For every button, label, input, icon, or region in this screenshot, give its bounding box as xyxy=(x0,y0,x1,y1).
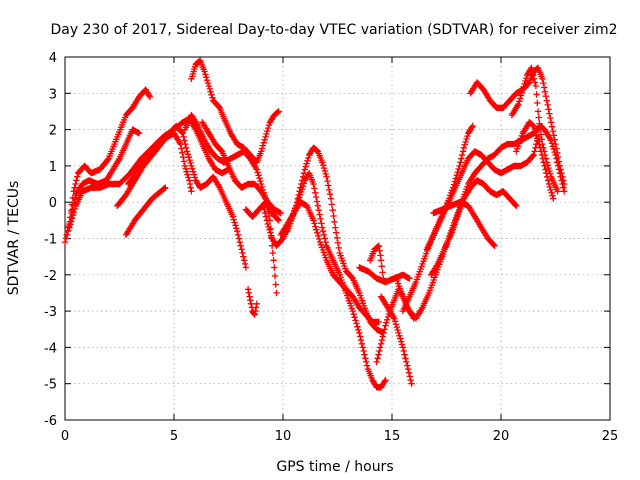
plus-markers xyxy=(277,199,383,326)
x-tick-label: 10 xyxy=(275,429,292,444)
y-tick-label: -6 xyxy=(44,414,57,429)
plus-markers xyxy=(122,184,169,239)
axis-ticks: 0 5 10 15 20 25 -6 -5 -4 -3 -2 -1 0 1 2 3 4 xyxy=(44,51,618,444)
y-tick-label: -2 xyxy=(44,269,57,284)
plus-markers xyxy=(377,293,415,387)
plus-markers xyxy=(430,199,498,249)
x-tick-label: 25 xyxy=(602,429,619,444)
data-series-7 xyxy=(188,57,282,166)
plus-markers xyxy=(367,242,387,282)
data-series xyxy=(61,57,568,391)
y-tick-label: 2 xyxy=(49,124,57,139)
data-series-4 xyxy=(114,122,250,271)
x-tick-label: 15 xyxy=(384,429,401,444)
plus-markers xyxy=(188,57,282,166)
plus-markers xyxy=(260,144,387,337)
data-series-12 xyxy=(260,144,387,337)
y-tick-label: -3 xyxy=(44,305,57,320)
plus-markers xyxy=(423,122,476,253)
data-series-5 xyxy=(122,184,169,239)
y-tick-label: 0 xyxy=(49,196,57,211)
data-series-16 xyxy=(367,242,387,282)
y-tick-label: -5 xyxy=(44,378,57,393)
plus-markers xyxy=(199,119,284,217)
x-tick-label: 20 xyxy=(493,429,510,444)
data-series-15 xyxy=(356,264,413,286)
plus-markers xyxy=(428,177,520,278)
data-series-2 xyxy=(64,126,143,239)
data-series-22 xyxy=(428,177,520,278)
x-tick-label: 0 xyxy=(61,429,69,444)
data-series-1 xyxy=(61,86,154,246)
plus-markers xyxy=(242,199,282,224)
grid xyxy=(65,57,610,420)
y-axis-label: SDTVAR / TECUs xyxy=(6,181,22,296)
data-series-21 xyxy=(423,122,476,253)
plus-markers xyxy=(356,264,413,286)
plus-markers xyxy=(114,122,250,271)
data-series-6 xyxy=(125,130,195,195)
plus-markers xyxy=(125,130,195,195)
plus-markers xyxy=(244,286,260,318)
data-series-18 xyxy=(377,293,415,387)
data-series-26 xyxy=(513,119,557,202)
x-tick-label: 5 xyxy=(170,429,178,444)
y-tick-label: 1 xyxy=(49,160,57,175)
y-tick-label: -4 xyxy=(44,341,57,356)
y-tick-label: 3 xyxy=(49,87,57,102)
x-axis-label: GPS time / hours xyxy=(276,459,393,475)
y-tick-label: 4 xyxy=(49,51,57,66)
plus-markers xyxy=(513,119,557,202)
chart-title: Day 230 of 2017, Sidereal Day-to-day VTE… xyxy=(51,22,618,38)
data-series-11 xyxy=(244,286,260,318)
data-series-14 xyxy=(277,199,383,326)
plus-markers xyxy=(64,126,143,239)
plus-markers xyxy=(399,133,542,315)
data-series-9 xyxy=(199,119,284,217)
data-series-20 xyxy=(399,133,542,315)
data-series-23 xyxy=(430,199,498,249)
y-tick-label: -1 xyxy=(44,233,57,248)
data-series-10 xyxy=(242,199,282,224)
plus-markers xyxy=(61,86,154,246)
